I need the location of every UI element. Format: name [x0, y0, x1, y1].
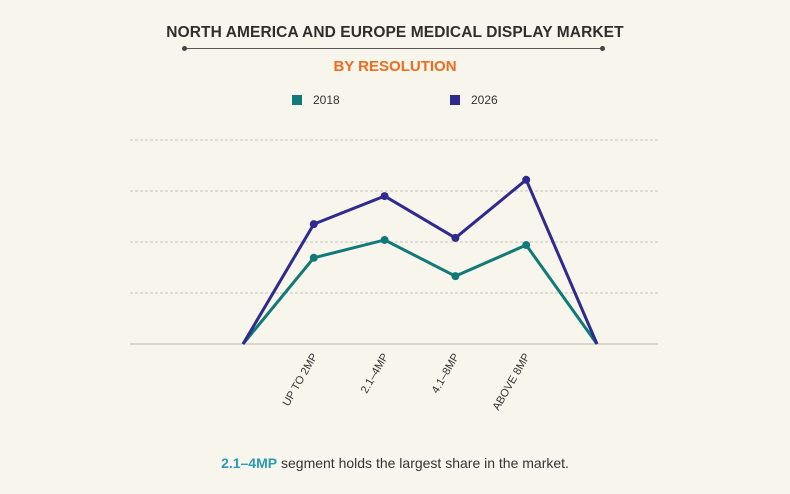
divider-dot: [182, 46, 187, 51]
legend-swatch-2026: [450, 95, 460, 105]
series-line-2018: [241, 238, 599, 345]
title-divider: [184, 48, 602, 49]
series-line-2026: [241, 178, 599, 345]
x-tick-label: 2.1–4MP: [359, 352, 391, 396]
x-tick-label: 4.1–8MP: [430, 352, 462, 396]
data-point-2026: [522, 175, 531, 184]
chart-title: NORTH AMERICA AND EUROPE MEDICAL DISPLAY…: [166, 24, 624, 41]
data-point-2018: [451, 272, 460, 281]
data-point-2018: [522, 241, 531, 250]
data-point-2018: [380, 235, 389, 244]
divider-dot: [600, 46, 605, 51]
data-point-2026: [380, 192, 389, 201]
legend-item-2026: 2026: [450, 93, 498, 107]
footer-highlight: 2.1–4MP: [221, 455, 278, 471]
legend-label: 2018: [313, 93, 340, 107]
x-tick-label: UP TO 2MP: [281, 352, 321, 409]
footer-note: 2.1–4MP segment holds the largest share …: [0, 455, 790, 471]
legend-swatch-2018: [292, 95, 302, 105]
x-tick-label: ABOVE 8MP: [491, 352, 533, 413]
data-point-2018: [309, 253, 318, 262]
footer-text: segment holds the largest share in the m…: [277, 455, 569, 471]
data-point-2026: [309, 220, 318, 229]
legend-label: 2026: [471, 93, 498, 107]
chart-subtitle: BY RESOLUTION: [333, 58, 457, 75]
data-point-2026: [451, 233, 460, 242]
legend-item-2018: 2018: [292, 93, 340, 107]
